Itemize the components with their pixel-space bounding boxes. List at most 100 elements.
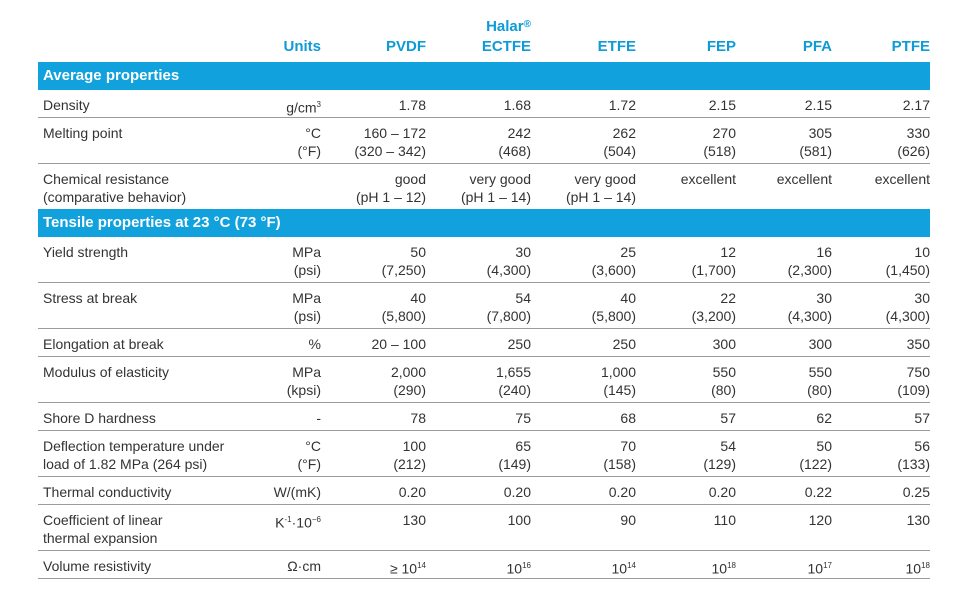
table-row-chemical-resistance: Chemical resistance (comparative behavior…: [38, 164, 930, 209]
value-ptfe: 330 (626): [897, 125, 930, 159]
value-ectfe: 1.68: [503, 97, 531, 113]
value-etfe: 40 (5,800): [591, 290, 636, 324]
table-row-elongation-at-break: Elongation at break % 20 – 100 250 250 3…: [38, 329, 930, 357]
value-pfa: 16 (2,300): [787, 244, 832, 278]
row-unit: %: [308, 336, 321, 352]
section-tensile-properties: Tensile properties at 23 °C (73 °F): [38, 209, 930, 237]
value-pvdf: 20 – 100: [371, 336, 427, 352]
header-ptfe: PTFE: [891, 38, 930, 55]
header-fep: FEP: [706, 38, 736, 55]
row-label: Volume resistivity: [43, 558, 152, 574]
value-etfe: 250: [612, 336, 636, 352]
value-ectfe: 100: [507, 512, 531, 528]
value-fep: 550 (80): [711, 364, 736, 398]
value-pfa: 2.15: [804, 97, 832, 113]
section-average-properties: Average properties: [38, 62, 930, 90]
header-etfe: ETFE: [597, 38, 636, 55]
value-etfe: 25 (3,600): [591, 244, 636, 278]
table-row-modulus-of-elasticity: Modulus of elasticity MPa (kpsi) 2,000 (29…: [38, 357, 930, 403]
value-ptfe: 350: [906, 336, 930, 352]
row-unit: -: [316, 410, 321, 426]
header-pfa: PFA: [802, 38, 832, 55]
value-ptfe: excellent: [874, 171, 930, 187]
row-label: Density: [43, 97, 90, 113]
value-pfa: 50 (122): [799, 438, 832, 472]
value-etfe: very good (pH 1 – 14): [565, 171, 636, 205]
value-fep: 54 (129): [703, 438, 736, 472]
value-ectfe: 30 (4,300): [486, 244, 531, 278]
value-ectfe: 75: [515, 410, 531, 426]
table-row-melting-point: Melting point °C (°F) 160 – 172 (320 – 342…: [38, 118, 930, 164]
value-pvdf: ≥ 1014: [389, 560, 426, 577]
value-ectfe: 0.20: [503, 484, 531, 500]
value-etfe: 1,000 (145): [600, 364, 636, 398]
value-pfa: excellent: [776, 171, 832, 187]
row-label: Coefficient of linear thermal expansion: [43, 512, 163, 546]
table-row-thermal-expansion: Coefficient of linear thermal expansion K…: [38, 505, 930, 551]
value-ptfe: 10 (1,450): [885, 244, 930, 278]
value-etfe: 68: [620, 410, 636, 426]
row-label: Shore D hardness: [43, 410, 156, 426]
row-label: Deflection temperature under load of 1.82…: [43, 438, 225, 472]
value-pfa: 30 (4,300): [787, 290, 832, 324]
row-label: Elongation at break: [43, 336, 164, 352]
value-ptfe: 57: [914, 410, 930, 426]
table-row-deflection-temperature: Deflection temperature under load of 1.82…: [38, 431, 930, 477]
value-fep: 12 (1,700): [691, 244, 736, 278]
table-header: Units PVDF Halar® ECTFE ETFE FEP PFA PTF…: [0, 0, 978, 62]
value-pvdf: 78: [410, 410, 426, 426]
value-etfe: 262 (504): [603, 125, 636, 159]
value-ptfe: 750 (109): [897, 364, 930, 398]
row-label: Modulus of elasticity: [43, 364, 170, 380]
table-row-yield-strength: Yield strength MPa (psi) 50 (7,250) 30 (4,3…: [38, 237, 930, 283]
row-unit: K-1·10−6: [275, 514, 321, 531]
value-ptfe: 130: [906, 512, 930, 528]
value-etfe: 1.72: [608, 97, 636, 113]
value-ptfe: 56 (133): [897, 438, 930, 472]
row-label: Chemical resistance (comparative behavior…: [43, 171, 187, 205]
header-units: Units: [283, 38, 322, 55]
value-fep: excellent: [680, 171, 736, 187]
value-pfa: 550 (80): [807, 364, 832, 398]
value-pfa: 300: [808, 336, 832, 352]
value-etfe: 90: [620, 512, 636, 528]
value-pfa: 62: [816, 410, 832, 426]
value-fep: 110: [713, 512, 736, 528]
value-etfe: 0.20: [608, 484, 636, 500]
row-label: Melting point: [43, 125, 123, 141]
table-row-density: Density g/cm3 1.78 1.68 1.72 2.15 2.15 2…: [38, 90, 930, 118]
value-fep: 300: [712, 336, 736, 352]
value-pvdf: 160 – 172 (320 – 342): [354, 125, 426, 159]
row-label: Yield strength: [43, 244, 129, 260]
value-pfa: 0.22: [804, 484, 832, 500]
value-pvdf: 0.20: [398, 484, 426, 500]
value-ptfe: 1018: [905, 560, 930, 577]
value-pvdf: 1.78: [398, 97, 426, 113]
value-ptfe: 30 (4,300): [885, 290, 930, 324]
table-row-stress-at-break: Stress at break MPa (psi) 40 (5,800) 54 (7,…: [38, 283, 930, 329]
row-unit: MPa (psi): [292, 290, 321, 324]
value-ectfe: very good (pH 1 – 14): [460, 171, 531, 205]
value-fep: 270 (518): [703, 125, 736, 159]
header-pvdf: PVDF: [385, 38, 426, 55]
table-row-shore-d-hardness: Shore D hardness - 78 75 68 57 62 57: [38, 403, 930, 431]
row-unit: Ω·cm: [287, 558, 321, 574]
row-unit: MPa (kpsi): [286, 364, 321, 398]
value-ectfe: 1016: [506, 560, 531, 577]
value-etfe: 1014: [611, 560, 636, 577]
value-pfa: 305 (581): [799, 125, 832, 159]
value-ectfe: 250: [507, 336, 531, 352]
value-etfe: 70 (158): [603, 438, 636, 472]
value-fep: 22 (3,200): [691, 290, 736, 324]
header-ectfe: ECTFE: [481, 38, 531, 55]
value-pfa: 120: [808, 512, 832, 528]
value-ectfe: 1,655 (240): [495, 364, 531, 398]
row-unit: g/cm3: [286, 99, 321, 116]
table-row-thermal-conductivity: Thermal conductivity W/(mK) 0.20 0.20 0.…: [38, 477, 930, 505]
value-fep: 1018: [711, 560, 736, 577]
header-halar-mark: ®: [523, 19, 531, 30]
value-fep: 57: [720, 410, 736, 426]
header-halar-brand: Halar: [486, 18, 524, 35]
section-title: Average properties: [43, 67, 180, 84]
value-ectfe: 54 (7,800): [486, 290, 531, 324]
